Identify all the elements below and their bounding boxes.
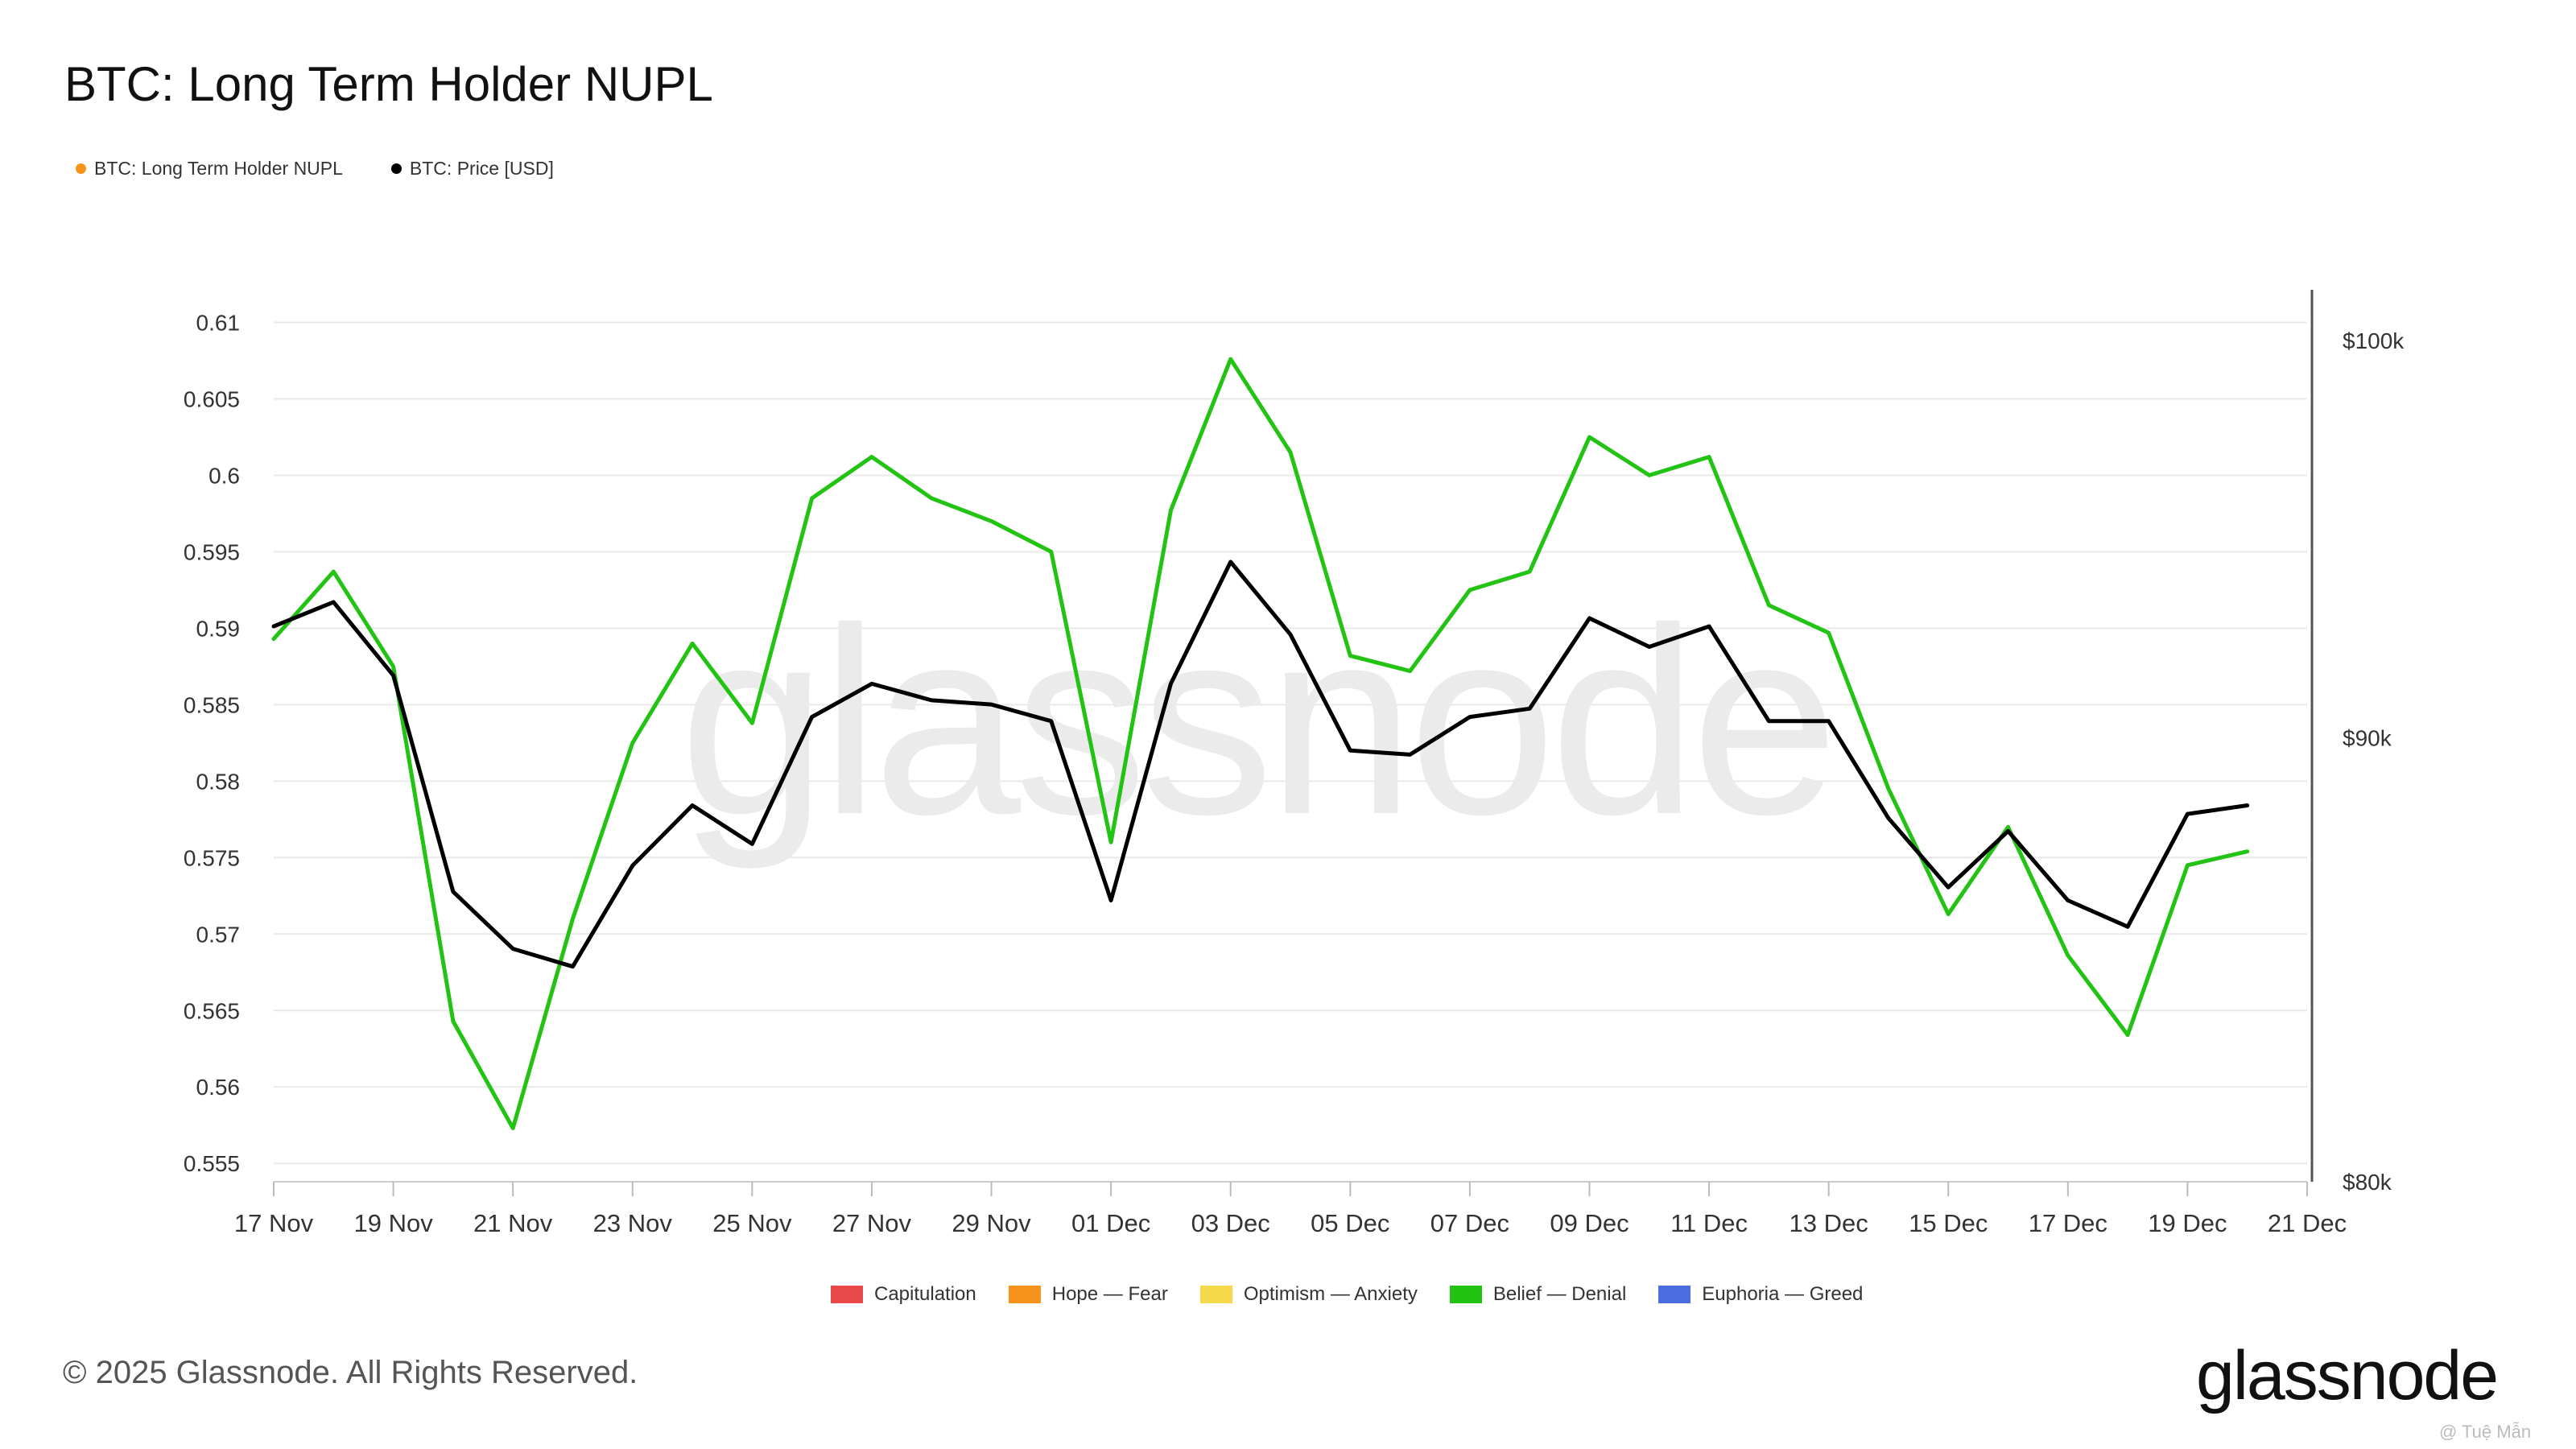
x-axis-ticks: 17 Nov 19 Nov 21 Nov 23 Nov 25 Nov 27 Nov 29 N… [234, 1182, 2347, 1237]
left-tick-label: 0.56 [196, 1075, 241, 1100]
x-tick-label: 07 Dec [1430, 1209, 1509, 1237]
zone-swatch-red-icon [831, 1286, 863, 1303]
legend-item-nupl[interactable]: BTC: Long Term Holder NUPL [76, 158, 343, 180]
zone-capitulation[interactable]: Capitulation [831, 1283, 976, 1306]
chart-watermark: glassnode [679, 572, 1833, 871]
zone-hope-fear[interactable]: Hope — Fear [1008, 1283, 1168, 1306]
right-axis-ticks: $80k $90k $100k [2343, 328, 2405, 1195]
zone-euphoria-greed[interactable]: Euphoria — Greed [1658, 1283, 1863, 1306]
page-title: BTC: Long Term Holder NUPL [64, 57, 713, 111]
zone-label-optimism-anxiety: Optimism — Anxiety [1243, 1283, 1418, 1305]
left-tick-label: 0.595 [184, 539, 240, 564]
legend-label-price: BTC: Price [USD] [409, 158, 554, 179]
x-tick-label: 21 Dec [2268, 1209, 2347, 1237]
series-legend: BTC: Long Term Holder NUPL BTC: Price [U… [76, 158, 554, 180]
left-tick-label: 0.575 [184, 845, 240, 870]
x-tick-label: 17 Dec [2029, 1209, 2107, 1237]
legend-dot-orange-icon [76, 163, 86, 174]
right-tick-label: $90k [2343, 726, 2392, 751]
author-credit: @ Tuệ Mẫn [2439, 1422, 2532, 1442]
zone-belief-denial[interactable]: Belief — Denial [1449, 1283, 1627, 1306]
series-line-price [271, 559, 2250, 969]
x-tick-label: 01 Dec [1071, 1209, 1150, 1237]
x-tick-label: 21 Nov [473, 1209, 553, 1237]
x-tick-label: 19 Dec [2148, 1209, 2227, 1237]
copyright-notice: © 2025 Glassnode. All Rights Reserved. [63, 1355, 638, 1390]
legend-item-price[interactable]: BTC: Price [USD] [390, 158, 554, 180]
left-axis-ticks: 0.555 0.56 0.565 0.57 0.575 0.58 0.585 0.59 0.59… [184, 310, 240, 1176]
x-tick-label: 23 Nov [593, 1209, 673, 1237]
x-tick-label: 25 Nov [712, 1209, 792, 1237]
zone-label-euphoria-greed: Euphoria — Greed [1702, 1283, 1864, 1305]
axes [274, 290, 2314, 1183]
zone-label-hope-fear: Hope — Fear [1051, 1283, 1168, 1305]
x-tick-label: 29 Nov [952, 1209, 1031, 1237]
zone-label-belief-denial: Belief — Denial [1492, 1283, 1627, 1305]
left-tick-label: 0.57 [196, 922, 241, 947]
x-tick-label: 15 Dec [1909, 1209, 1988, 1237]
left-tick-label: 0.61 [196, 310, 241, 335]
series-lines [271, 357, 2250, 1130]
x-tick-label: 11 Dec [1670, 1209, 1748, 1237]
left-tick-label: 0.555 [184, 1151, 240, 1176]
legend-label-nupl: BTC: Long Term Holder NUPL [94, 158, 343, 179]
left-tick-label: 0.585 [184, 692, 240, 717]
zone-label-capitulation: Capitulation [874, 1283, 976, 1305]
left-tick-label: 0.59 [196, 616, 241, 641]
legend-dot-black-icon [390, 163, 402, 174]
glassnode-logo[interactable]: glassnode [2196, 1337, 2499, 1414]
left-tick-label: 0.6 [208, 463, 240, 488]
left-tick-label: 0.58 [196, 769, 241, 794]
x-tick-label: 03 Dec [1191, 1209, 1270, 1237]
zone-swatch-blue-icon [1658, 1286, 1691, 1303]
left-tick-label: 0.565 [184, 998, 240, 1023]
zone-swatch-orange-icon [1008, 1286, 1041, 1303]
x-tick-label: 19 Nov [353, 1209, 433, 1237]
zone-optimism-anxiety[interactable]: Optimism — Anxiety [1199, 1283, 1418, 1306]
x-tick-label: 27 Nov [832, 1209, 912, 1237]
right-tick-label: $100k [2343, 328, 2405, 353]
x-tick-label: 17 Nov [234, 1209, 314, 1237]
x-tick-label: 05 Dec [1311, 1209, 1389, 1237]
gridlines [274, 321, 2307, 1165]
x-tick-label: 13 Dec [1790, 1209, 1868, 1237]
x-tick-label: 09 Dec [1550, 1209, 1629, 1237]
left-tick-label: 0.605 [184, 386, 240, 411]
right-tick-label: $80k [2343, 1170, 2392, 1195]
zone-swatch-yellow-icon [1199, 1286, 1232, 1303]
zone-swatch-green-icon [1449, 1286, 1482, 1303]
zone-legend: Capitulation Hope — Fear Optimism — Anxi… [831, 1283, 1863, 1306]
